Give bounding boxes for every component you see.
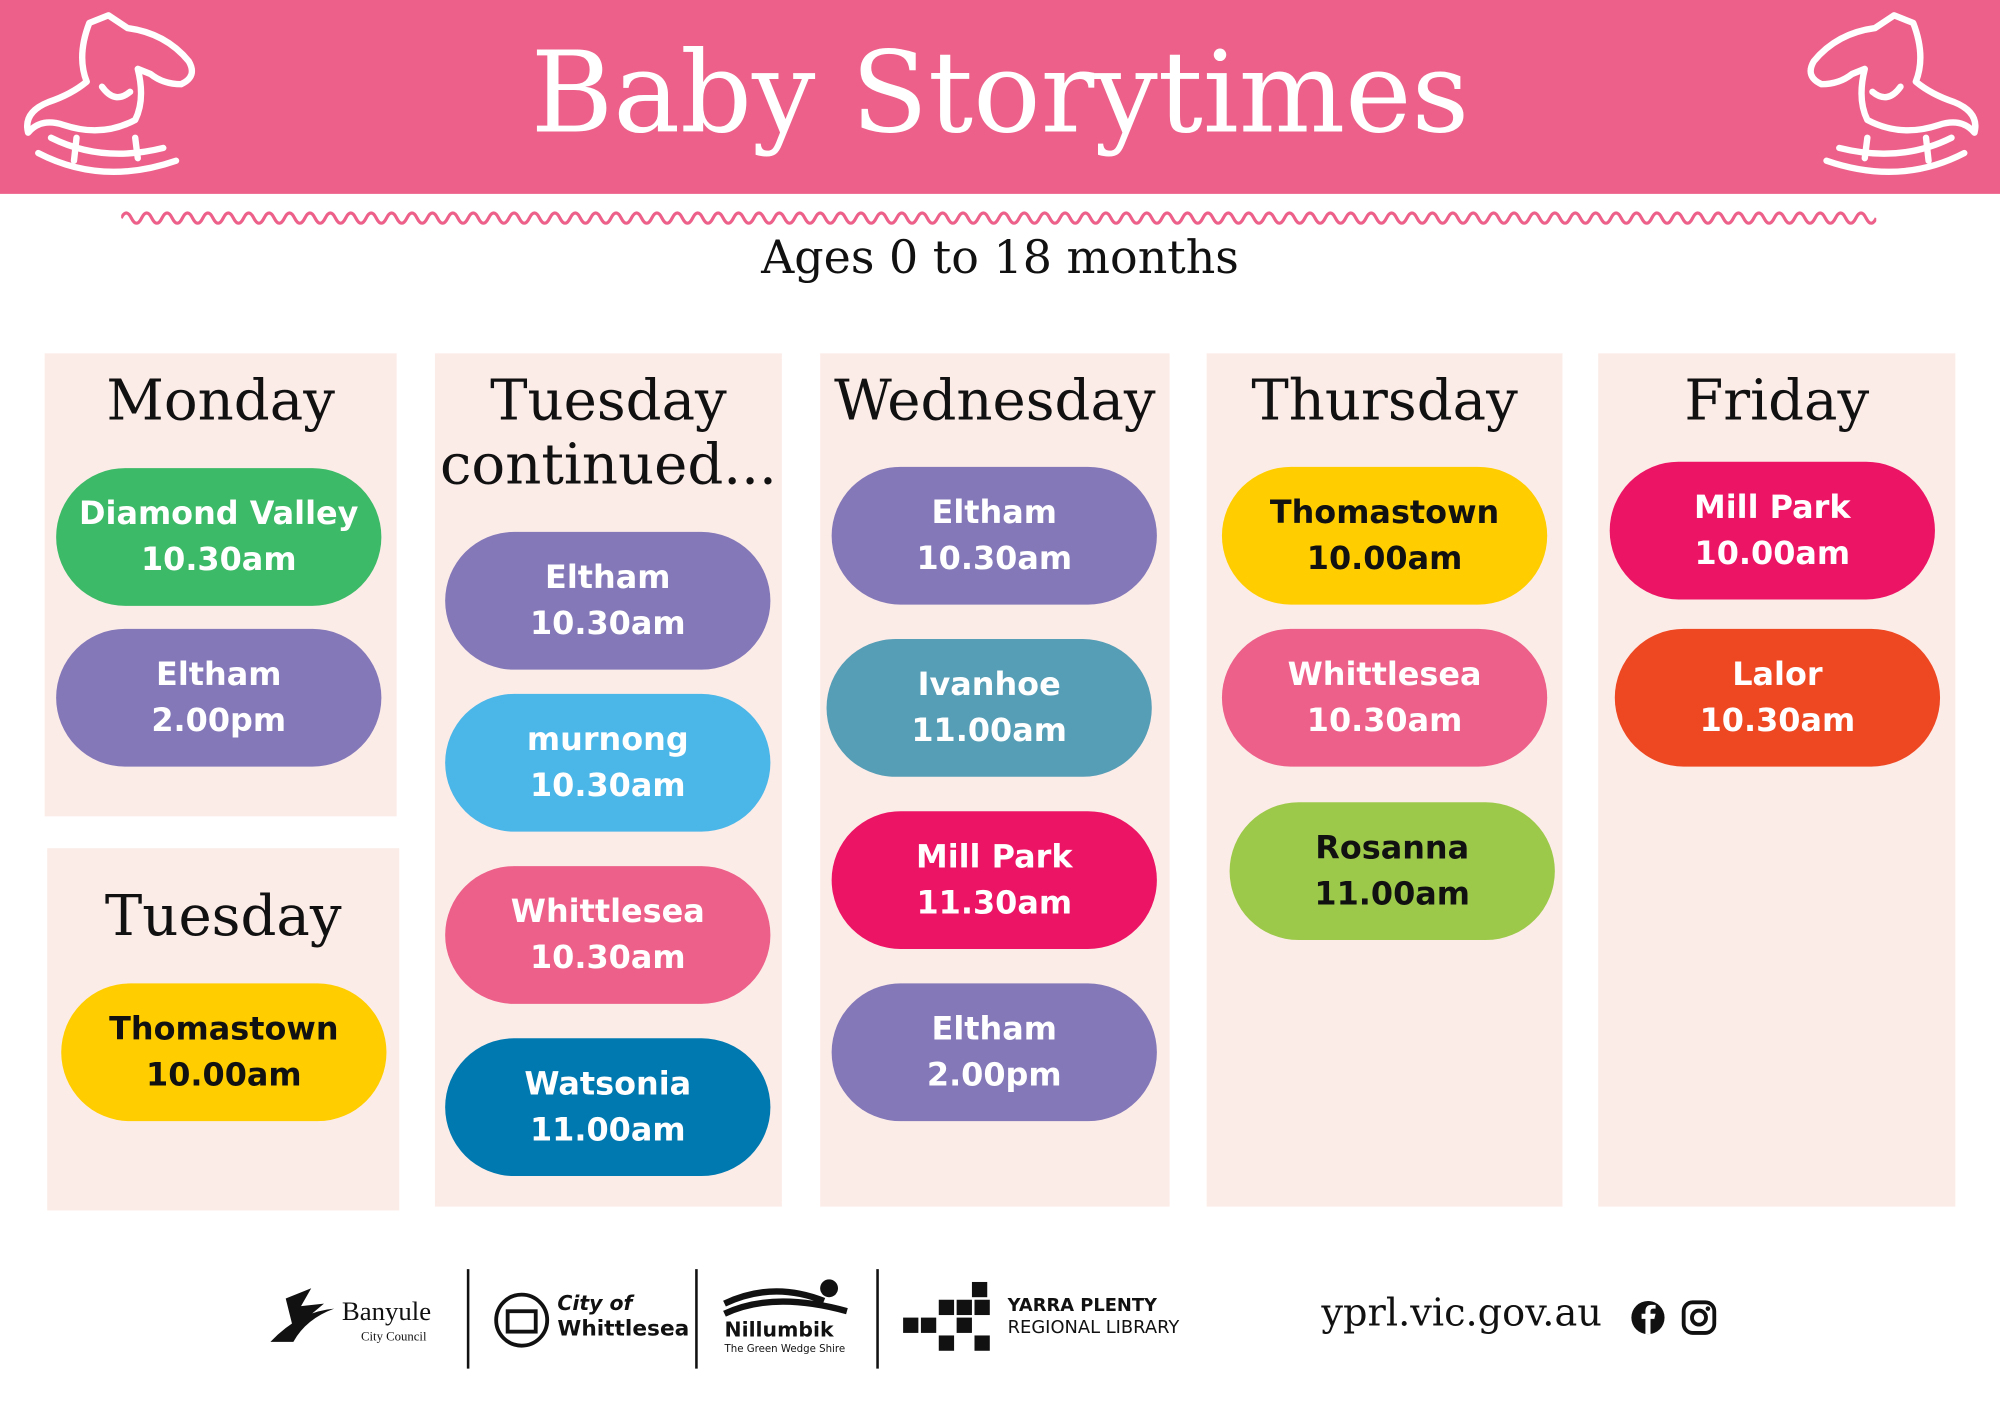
- session-time: 11.00am: [1314, 874, 1471, 912]
- session-pill: Rosanna 11.00am: [1229, 802, 1555, 941]
- session-time: 2.00pm: [151, 701, 287, 739]
- session-pill: Watsonia 11.00am: [445, 1038, 771, 1177]
- session-pill: Whittlesea 10.30am: [445, 866, 771, 1004]
- banyule-sub: City Council: [360, 1330, 427, 1345]
- session-pill: Diamond Valley 10.30am: [56, 468, 382, 606]
- session-time: 11.30am: [916, 883, 1073, 921]
- rocking-horse-icon: [24, 12, 196, 175]
- session-time: 10.00am: [1306, 539, 1463, 577]
- banyule-name: Banyule: [341, 1295, 432, 1327]
- session-pill: Whittlesea 10.30am: [1221, 628, 1548, 767]
- day-title: Tuesday: [104, 883, 342, 949]
- session-pill: Eltham 10.30am: [445, 531, 771, 670]
- day-title: Friday: [1684, 368, 1870, 434]
- session-pill: Eltham 2.00pm: [831, 983, 1157, 1122]
- session-location: Whittlesea: [1287, 655, 1482, 693]
- nillumbik-name: Nillumbik: [724, 1317, 834, 1342]
- divider: [466, 1269, 470, 1369]
- session-pill: Ivanhoe 11.00am: [826, 639, 1152, 777]
- session-location: Whittlesea: [510, 892, 705, 930]
- session-time: 10.30am: [916, 539, 1073, 577]
- session-location: Diamond Valley: [79, 494, 359, 532]
- yprl-top: YARRA PLENTY: [1007, 1295, 1157, 1317]
- session-time: 10.30am: [529, 938, 686, 976]
- session-time: 10.00am: [1694, 534, 1851, 572]
- day-title: Wednesday: [834, 368, 1156, 434]
- subtitle: Ages 0 to 18 months: [761, 232, 1239, 285]
- nillumbik-logo: [723, 1279, 848, 1317]
- yprl-sub: REGIONAL LIBRARY: [1007, 1317, 1180, 1339]
- rocking-horse-icon: [1807, 12, 1979, 175]
- session-pill: Eltham 10.30am: [831, 466, 1157, 605]
- whittlesea-logo: [494, 1292, 550, 1348]
- session-location: Eltham: [931, 493, 1057, 531]
- session-location: Watsonia: [524, 1065, 692, 1103]
- instagram-icon[interactable]: [1681, 1300, 1717, 1336]
- whittlesea-top: City of: [557, 1290, 633, 1316]
- session-location: Eltham: [931, 1010, 1057, 1048]
- website[interactable]: yprl.vic.gov.au: [1321, 1290, 1602, 1336]
- nillumbik-sub: The Green Wedge Shire: [724, 1343, 846, 1355]
- session-time: 10.30am: [140, 540, 297, 578]
- session-pill: Eltham 2.00pm: [56, 628, 382, 767]
- session-pill: Mill Park 11.30am: [831, 811, 1157, 949]
- session-time: 10.30am: [1306, 701, 1463, 739]
- session-pill: Thomastown 10.00am: [1221, 466, 1548, 605]
- session-location: Eltham: [156, 655, 282, 693]
- session-time: 11.00am: [911, 711, 1067, 749]
- session-location: Ivanhoe: [917, 665, 1061, 703]
- session-pill: murnong 10.30am: [445, 693, 771, 832]
- yprl-logo: [903, 1281, 990, 1351]
- banyule-logo: [270, 1288, 335, 1342]
- session-pill: Mill Park 10.00am: [1609, 461, 1935, 600]
- session-location: Thomastown: [1269, 493, 1500, 531]
- session-pill: Lalor 10.30am: [1614, 628, 1941, 767]
- session-time: 10.00am: [146, 1056, 302, 1094]
- title: Baby Storytimes: [530, 26, 1470, 159]
- divider: [695, 1269, 698, 1369]
- session-location: Eltham: [545, 558, 671, 596]
- header-band: [0, 0, 2000, 194]
- day-title: Thursday: [1251, 368, 1518, 434]
- session-location: Mill Park: [1694, 488, 1851, 526]
- session-location: murnong: [526, 720, 689, 758]
- whittlesea-name: Whittlesea: [557, 1316, 690, 1342]
- wavy-divider: [121, 211, 1877, 225]
- day-title: Monday: [106, 368, 335, 434]
- session-pill: Thomastown 10.00am: [61, 983, 387, 1122]
- session-time: 11.00am: [529, 1110, 686, 1148]
- session-time: 10.30am: [529, 604, 686, 642]
- facebook-icon[interactable]: [1630, 1300, 1666, 1336]
- day-title: Tuesday continued...: [439, 368, 777, 498]
- session-location: Lalor: [1732, 655, 1823, 693]
- session-location: Mill Park: [915, 838, 1073, 875]
- session-time: 10.30am: [529, 766, 686, 804]
- wave: [121, 211, 1877, 225]
- session-time: 2.00pm: [926, 1056, 1062, 1094]
- session-time: 10.30am: [1699, 701, 1856, 739]
- session-location: Thomastown: [109, 1010, 339, 1048]
- session-location: Rosanna: [1315, 829, 1470, 867]
- divider: [876, 1269, 879, 1369]
